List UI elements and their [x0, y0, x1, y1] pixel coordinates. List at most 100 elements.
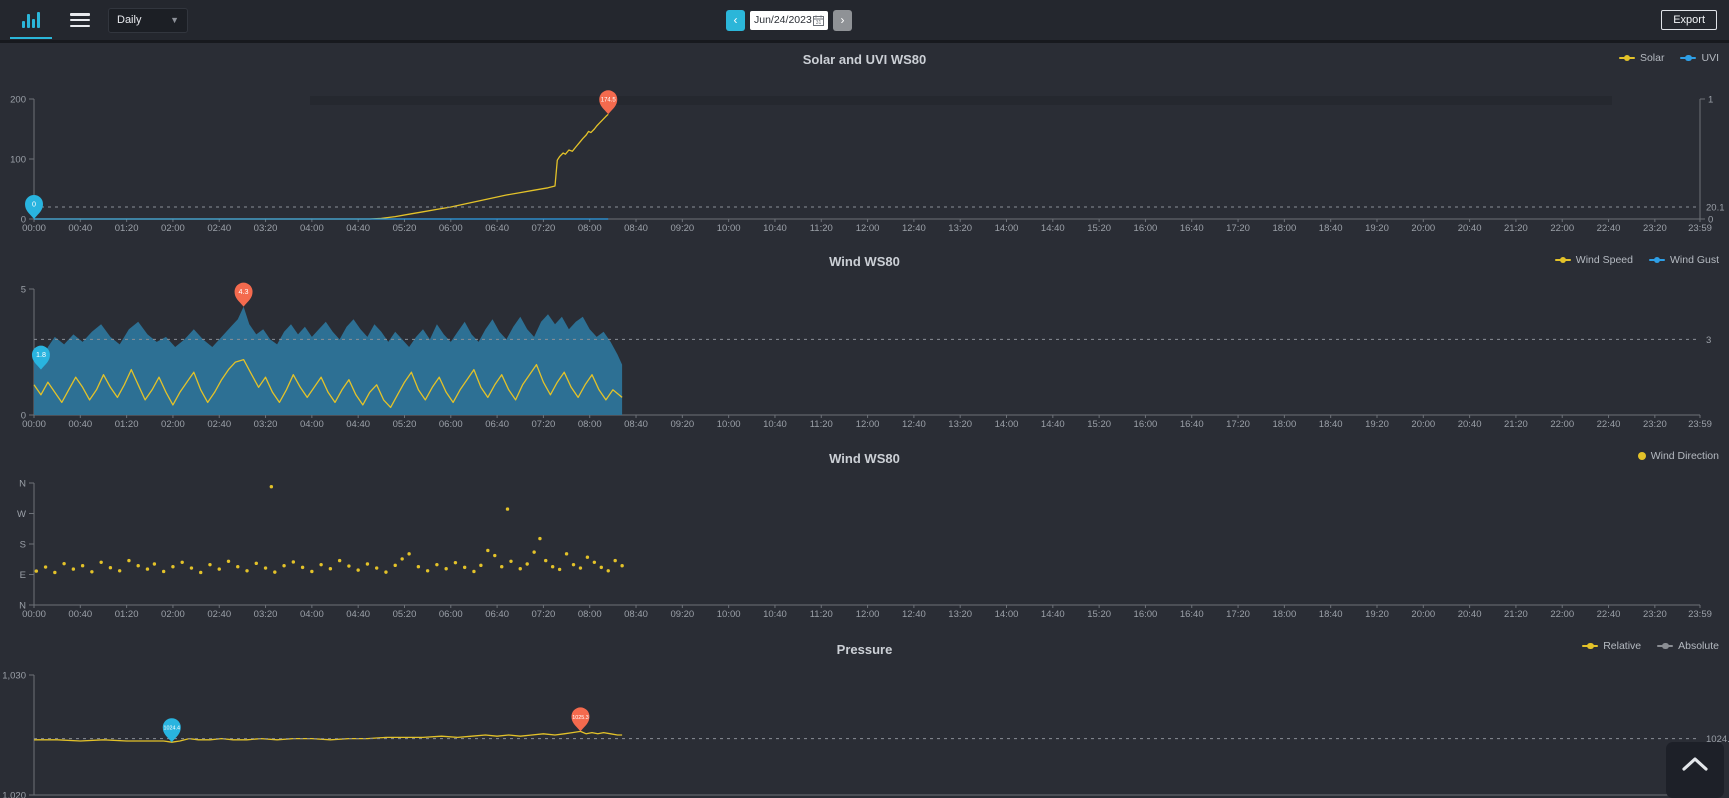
svg-text:08:40: 08:40: [624, 419, 648, 430]
date-input[interactable]: Jun/24/2023 31: [750, 10, 828, 30]
svg-text:1024.4: 1024.4: [164, 726, 181, 732]
svg-text:07:20: 07:20: [532, 419, 556, 430]
svg-text:22:00: 22:00: [1550, 223, 1574, 234]
next-day-button[interactable]: ›: [833, 9, 852, 31]
svg-text:11:20: 11:20: [810, 223, 833, 234]
svg-text:15:20: 15:20: [1087, 419, 1111, 430]
svg-text:5: 5: [21, 285, 26, 296]
svg-text:14:40: 14:40: [1041, 223, 1065, 234]
line-series-relative: [34, 730, 623, 743]
svg-text:06:40: 06:40: [485, 223, 509, 234]
svg-text:02:40: 02:40: [207, 609, 231, 620]
svg-text:10:40: 10:40: [763, 419, 787, 430]
scroll-top-button[interactable]: [1666, 742, 1724, 798]
chart-title: Wind WS80: [829, 254, 900, 269]
area-series-wind-gust: [34, 306, 623, 415]
svg-text:02:00: 02:00: [161, 419, 185, 430]
svg-text:13:20: 13:20: [948, 419, 972, 430]
legend-dot-icon: [1637, 452, 1646, 460]
svg-text:13:20: 13:20: [948, 609, 972, 620]
legend-line-dot-icon: [1554, 256, 1571, 264]
svg-text:1.8: 1.8: [36, 350, 46, 359]
line-series-solar: [34, 113, 609, 220]
svg-text:200: 200: [10, 95, 26, 106]
legend-label: Wind Speed: [1575, 254, 1633, 266]
chart-title: Solar and UVI WS80: [802, 52, 927, 67]
wind-speed-chart[interactable]: 0 5 00:00 00:40 01:20 02:00 02:40 03:20 04:00 04:…: [0, 271, 1729, 441]
svg-text:04:40: 04:40: [346, 419, 370, 430]
svg-text:01:20: 01:20: [115, 419, 139, 430]
svg-text:14:40: 14:40: [1041, 609, 1065, 620]
svg-text:0: 0: [32, 199, 36, 208]
svg-text:1,030: 1,030: [2, 671, 26, 682]
legend: Wind Speed Wind Gust: [1554, 254, 1719, 266]
legend-item-wind-speed[interactable]: Wind Speed: [1554, 254, 1633, 266]
menu-icon[interactable]: [70, 13, 90, 27]
legend: Wind Direction: [1637, 450, 1719, 462]
svg-text:00:40: 00:40: [68, 419, 92, 430]
svg-text:N: N: [19, 601, 26, 612]
svg-text:16:40: 16:40: [1180, 223, 1204, 234]
svg-text:18:40: 18:40: [1319, 609, 1343, 620]
svg-text:13:20: 13:20: [948, 223, 972, 234]
svg-text:05:20: 05:20: [393, 223, 417, 234]
svg-text:16:00: 16:00: [1134, 223, 1158, 234]
svg-text:0: 0: [21, 411, 26, 422]
svg-text:12:40: 12:40: [902, 609, 926, 620]
svg-text:W: W: [17, 509, 26, 520]
svg-text:17:20: 17:20: [1226, 419, 1250, 430]
svg-text:16:00: 16:00: [1134, 609, 1158, 620]
svg-text:17:20: 17:20: [1226, 223, 1250, 234]
svg-text:02:00: 02:00: [161, 223, 185, 234]
chevron-up-icon: [1682, 757, 1708, 771]
pressure-chart[interactable]: 1,020 1,030 1024.7 1024.4 1025.3: [0, 661, 1729, 798]
svg-text:18:40: 18:40: [1319, 223, 1343, 234]
legend-item-solar[interactable]: Solar: [1618, 52, 1665, 64]
svg-text:31: 31: [816, 20, 822, 26]
export-button[interactable]: Export: [1661, 10, 1717, 30]
prev-day-button[interactable]: ‹: [726, 9, 745, 31]
max-marker-pin: 1025.3: [571, 707, 590, 732]
svg-text:23:59: 23:59: [1688, 419, 1712, 430]
legend-line-dot-icon: [1582, 642, 1599, 650]
svg-text:1: 1: [1708, 95, 1713, 106]
svg-text:06:00: 06:00: [439, 419, 463, 430]
svg-text:09:20: 09:20: [670, 609, 694, 620]
svg-text:14:00: 14:00: [995, 609, 1019, 620]
svg-text:4.3: 4.3: [239, 287, 249, 296]
svg-text:05:20: 05:20: [393, 609, 417, 620]
legend-item-wind-gust[interactable]: Wind Gust: [1648, 254, 1719, 266]
svg-text:18:00: 18:00: [1272, 419, 1296, 430]
legend-label: Solar: [1639, 52, 1665, 64]
legend-item-relative[interactable]: Relative: [1582, 640, 1641, 652]
legend-item-absolute[interactable]: Absolute: [1657, 640, 1719, 652]
min-marker-pin: 0: [25, 195, 43, 219]
svg-text:05:20: 05:20: [393, 419, 417, 430]
svg-text:19:20: 19:20: [1365, 419, 1389, 430]
svg-text:08:00: 08:00: [578, 419, 602, 430]
svg-text:12:00: 12:00: [856, 609, 880, 620]
legend-item-uvi[interactable]: UVI: [1680, 52, 1719, 64]
svg-text:1025.3: 1025.3: [572, 715, 589, 721]
svg-text:18:40: 18:40: [1319, 419, 1343, 430]
svg-text:17:20: 17:20: [1226, 609, 1250, 620]
svg-text:23:59: 23:59: [1688, 223, 1712, 234]
svg-text:20:00: 20:00: [1411, 223, 1435, 234]
active-tab-indicator: [10, 36, 52, 39]
svg-text:10:00: 10:00: [717, 609, 741, 620]
svg-text:01:20: 01:20: [115, 609, 139, 620]
svg-text:08:40: 08:40: [624, 223, 648, 234]
svg-text:1024.7: 1024.7: [1706, 734, 1729, 745]
legend-line-dot-icon: [1618, 54, 1635, 62]
solar-uvi-chart[interactable]: 0 100 200 0 1 00:00 00:40 01:20 02:00 02:40 03:20 0…: [0, 73, 1729, 245]
range-select[interactable]: Daily ▼: [108, 7, 188, 33]
legend-label: Absolute: [1678, 640, 1719, 652]
svg-text:23:20: 23:20: [1643, 223, 1667, 234]
svg-text:20:00: 20:00: [1411, 609, 1435, 620]
svg-text:21:20: 21:20: [1504, 223, 1528, 234]
svg-text:11:20: 11:20: [810, 419, 833, 430]
tab-charts[interactable]: [10, 2, 52, 39]
svg-text:09:20: 09:20: [670, 223, 694, 234]
legend-item-wind-direction[interactable]: Wind Direction: [1637, 450, 1719, 462]
